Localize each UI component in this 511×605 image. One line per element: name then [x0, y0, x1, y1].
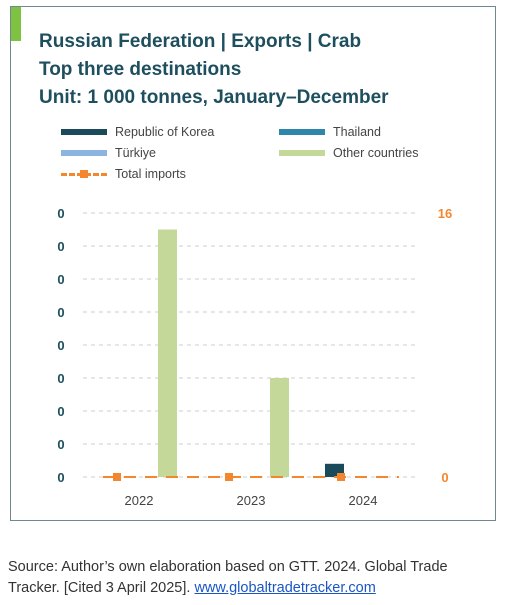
y-tick-label-left: 0: [57, 371, 64, 386]
y-tick-label-left: 0: [57, 305, 64, 320]
source-text: Source: Author’s own elaboration based o…: [8, 559, 448, 596]
imports-marker: [113, 473, 121, 481]
legend-swatch-thailand: [279, 129, 325, 135]
x-tick-label: 2022: [125, 493, 154, 508]
legend-item-korea: Republic of Korea: [61, 125, 214, 139]
y-tick-label-left: 0: [57, 437, 64, 452]
chart-subtitle: Top three destinations: [39, 59, 242, 80]
legend-item-imports: Total imports: [61, 167, 186, 181]
y-tick-label-right: 16: [438, 206, 452, 221]
x-tick-label: 2023: [237, 493, 266, 508]
legend-label-thailand: Thailand: [333, 125, 381, 139]
imports-marker: [225, 473, 233, 481]
y-tick-label-left: 0: [57, 239, 64, 254]
y-tick-label-left: 0: [57, 338, 64, 353]
chart-plot: 0 0 0 0 0 0 0 0 0 16 0 2022 2023 2024: [57, 206, 452, 508]
x-tick-label: 2024: [349, 493, 378, 508]
source-link[interactable]: www.globaltradetracker.com: [194, 580, 376, 596]
legend-swatch-other: [279, 150, 325, 156]
legend-item-thailand: Thailand: [279, 125, 381, 139]
y-tick-label-left: 0: [57, 272, 64, 287]
y-tick-label-left: 0: [57, 206, 64, 221]
legend-label-turkiye: Türkiye: [115, 146, 156, 160]
chart-figure: Russian Federation | Exports | Crab Top …: [10, 6, 496, 521]
legend-item-other: Other countries: [279, 146, 418, 160]
legend-label-imports: Total imports: [115, 167, 186, 181]
chart-legend: Republic of Korea Thailand Türkiye Other…: [61, 125, 481, 187]
accent-bar: [11, 7, 21, 41]
y-tick-label-left: 0: [57, 404, 64, 419]
legend-swatch-turkiye: [61, 150, 107, 156]
source-note: Source: Author’s own elaboration based o…: [8, 557, 478, 599]
bar-other-countries-2023: [270, 378, 289, 477]
legend-label-korea: Republic of Korea: [115, 125, 215, 139]
y-tick-label-left: 0: [57, 470, 64, 485]
y-tick-label-right: 0: [441, 470, 448, 485]
legend-swatch-imports: [61, 169, 107, 178]
legend-swatch-korea: [61, 129, 107, 135]
legend-item-turkiye: Türkiye: [61, 146, 156, 160]
chart-title: Russian Federation | Exports | Crab: [39, 31, 362, 52]
chart-unit: Unit: 1 000 tonnes, January–December: [39, 87, 389, 108]
bar-other-countries-2022: [158, 229, 177, 477]
legend-label-other: Other countries: [333, 146, 419, 160]
imports-marker: [337, 473, 345, 481]
